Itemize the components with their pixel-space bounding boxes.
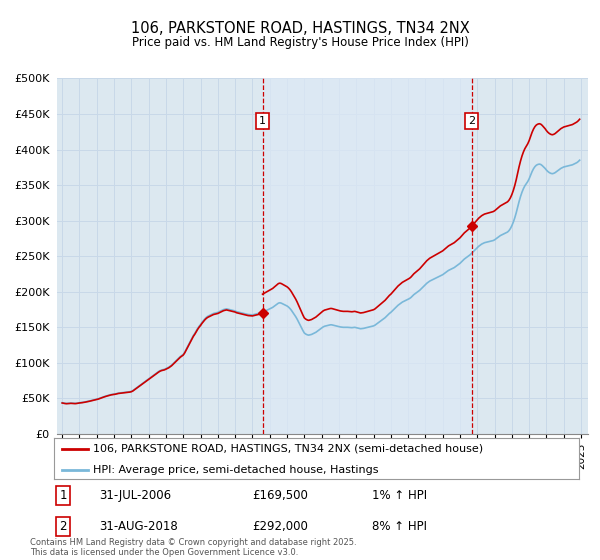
Text: 2: 2	[468, 116, 475, 126]
Text: HPI: Average price, semi-detached house, Hastings: HPI: Average price, semi-detached house,…	[94, 465, 379, 475]
Text: 2: 2	[59, 520, 67, 533]
Text: 106, PARKSTONE ROAD, HASTINGS, TN34 2NX (semi-detached house): 106, PARKSTONE ROAD, HASTINGS, TN34 2NX …	[94, 444, 484, 454]
Text: 31-JUL-2006: 31-JUL-2006	[99, 489, 171, 502]
Bar	[263, 78, 472, 434]
Text: 1: 1	[59, 489, 67, 502]
Text: 1% ↑ HPI: 1% ↑ HPI	[372, 489, 427, 502]
Text: £292,000: £292,000	[252, 520, 308, 533]
Text: 106, PARKSTONE ROAD, HASTINGS, TN34 2NX: 106, PARKSTONE ROAD, HASTINGS, TN34 2NX	[131, 21, 469, 36]
Text: 8% ↑ HPI: 8% ↑ HPI	[372, 520, 427, 533]
Text: Contains HM Land Registry data © Crown copyright and database right 2025.
This d: Contains HM Land Registry data © Crown c…	[30, 538, 356, 557]
Text: 1: 1	[259, 116, 266, 126]
Text: Price paid vs. HM Land Registry's House Price Index (HPI): Price paid vs. HM Land Registry's House …	[131, 36, 469, 49]
Text: £169,500: £169,500	[252, 489, 308, 502]
Text: 31-AUG-2018: 31-AUG-2018	[99, 520, 178, 533]
